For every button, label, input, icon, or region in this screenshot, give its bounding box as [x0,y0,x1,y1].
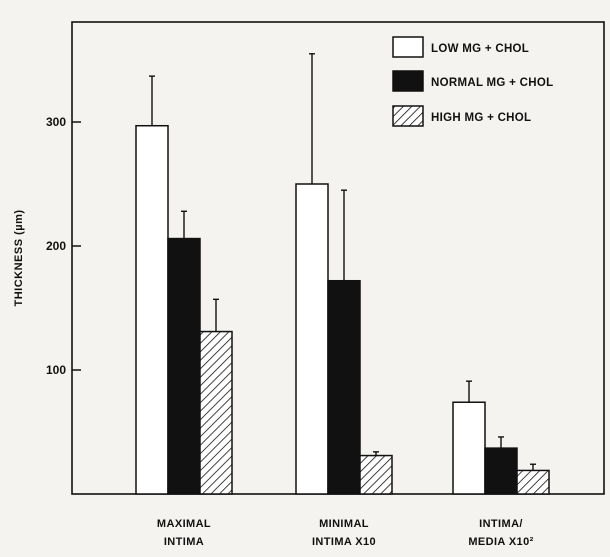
bar [327,279,361,495]
bars [135,53,550,495]
bar [452,401,486,495]
legend-swatch [392,36,424,58]
y-axis-title: THICKNESS (µm) [13,209,25,306]
category-label: MEDIA X10² [468,536,533,548]
bar [135,124,169,495]
category-label: INTIMA X10 [312,536,376,548]
category-label: MAXIMAL [157,518,211,530]
bar [199,330,233,495]
legend-label: HIGH MG + CHOL [431,112,531,124]
legend-swatch [392,70,424,92]
y-tick-label: 300 [46,115,66,129]
legend-label: LOW MG + CHOL [431,43,529,55]
y-tick-label: 200 [46,239,66,253]
legend-swatch [392,105,424,127]
bar [295,183,329,495]
legend: LOW MG + CHOL NORMAL MG + CHOL HIGH MG + C… [392,36,553,127]
bar [167,237,201,495]
y-axis: 100 200 300 THICKNESS (µm) [13,115,81,377]
bar [516,469,550,495]
y-tick-label: 100 [46,363,66,377]
category-label: MINIMAL [319,518,369,530]
category-label: INTIMA [164,536,204,548]
category-label: INTIMA/ [479,518,523,530]
category-labels: MAXIMAL INTIMA MINIMAL INTIMA X10 INTIMA/MED… [157,518,533,548]
bar [484,447,518,495]
legend-label: NORMAL MG + CHOL [431,77,553,89]
bar [359,454,393,495]
